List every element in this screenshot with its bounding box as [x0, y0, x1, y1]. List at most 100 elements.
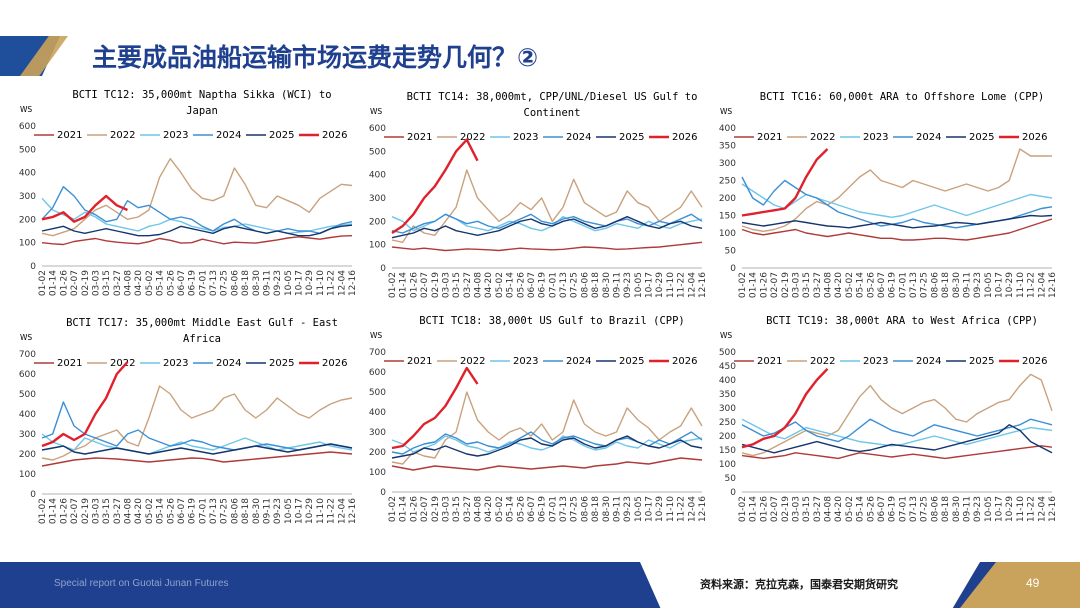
x-tick-label: 08-18: [941, 496, 951, 522]
series-line-2026: [41, 194, 128, 223]
series-line-2026: [741, 367, 829, 449]
y-tick-label: 200: [719, 432, 736, 442]
series-line-2021: [41, 235, 353, 246]
x-tick-label: 09-23: [273, 270, 283, 296]
x-tick-label: 04-08: [124, 270, 134, 296]
y-axis-label: WS: [720, 331, 732, 340]
series-line-2025: [741, 424, 1053, 454]
x-tick-label: 07-13: [909, 496, 919, 522]
legend-label: 2026: [672, 132, 697, 143]
y-tick-label: 600: [369, 124, 386, 134]
x-tick-label: 02-19: [781, 496, 791, 522]
x-tick-label: 08-18: [941, 272, 951, 298]
x-tick-label: 12-16: [1048, 496, 1058, 522]
x-tick-label: 12-04: [337, 498, 347, 524]
x-tick-label: 08-30: [252, 270, 262, 296]
series-line-2022: [741, 373, 1053, 457]
chart-title: Continent: [524, 107, 581, 119]
x-tick-label: 08-30: [952, 272, 962, 298]
x-tick-label: 04-08: [474, 272, 484, 298]
legend-label: 2024: [916, 356, 941, 367]
legend-label: 2021: [57, 358, 82, 369]
x-tick-label: 07-13: [559, 272, 569, 298]
page-title: 主要成品油船运输市场运费走势几何？②: [92, 43, 539, 72]
chart-tc14: BCTI TC14: 38,000mt, CPP/UNL/Diesel US G…: [362, 88, 717, 306]
y-tick-label: 500: [369, 388, 386, 398]
y-tick-label: 500: [19, 145, 36, 155]
x-tick-label: 03-03: [791, 496, 801, 522]
x-tick-label: 09-11: [612, 272, 622, 298]
y-tick-label: 100: [19, 470, 36, 480]
x-tick-label: 10-29: [655, 272, 665, 298]
y-tick-label: 0: [730, 488, 736, 498]
series-line-2024: [391, 213, 703, 234]
x-tick-label: 12-16: [348, 498, 358, 524]
x-tick-label: 03-27: [813, 496, 823, 522]
x-tick-label: 08-30: [252, 498, 262, 524]
x-tick-label: 10-29: [655, 496, 665, 522]
x-tick-label: 03-15: [802, 272, 812, 298]
x-tick-label: 10-17: [995, 496, 1005, 522]
legend-label: 2026: [672, 356, 697, 367]
legend-label: 2021: [407, 132, 432, 143]
y-tick-label: 300: [369, 194, 386, 204]
chart-tc18: BCTI TC18: 38,000t US Gulf to Brazil (CP…: [362, 312, 717, 530]
y-tick-label: 0: [30, 262, 36, 272]
legend-label: 2026: [322, 130, 347, 141]
x-tick-label: 05-26: [866, 272, 876, 298]
y-tick-label: 700: [369, 348, 386, 358]
chart-tc17: BCTI TC17: 35,000mt Middle East Gulf - E…: [12, 314, 367, 532]
legend-label: 2025: [619, 356, 644, 367]
y-tick-label: 300: [19, 192, 36, 202]
x-tick-label: 03-27: [813, 272, 823, 298]
x-tick-label: 10-05: [984, 496, 994, 522]
x-tick-label: 05-14: [156, 270, 166, 296]
x-tick-label: 04-08: [124, 498, 134, 524]
y-tick-label: 400: [719, 124, 736, 134]
x-tick-label: 11-10: [1016, 496, 1026, 522]
x-tick-label: 03-15: [102, 270, 112, 296]
x-tick-label: 06-19: [888, 272, 898, 298]
legend-label: 2023: [163, 358, 188, 369]
x-tick-label: 11-10: [666, 496, 676, 522]
x-tick-label: 10-29: [1005, 272, 1015, 298]
x-tick-label: 05-26: [516, 496, 526, 522]
x-tick-label: 08-06: [230, 270, 240, 296]
x-tick-label: 01-02: [38, 498, 48, 524]
x-tick-label: 01-26: [759, 272, 769, 298]
x-tick-label: 05-26: [516, 272, 526, 298]
y-tick-label: 100: [19, 239, 36, 249]
x-tick-label: 01-14: [49, 270, 59, 296]
series-line-2026: [741, 148, 829, 217]
series-line-2021: [41, 451, 353, 467]
x-tick-label: 06-07: [527, 496, 537, 522]
x-tick-label: 06-07: [877, 496, 887, 522]
x-tick-label: 04-20: [134, 270, 144, 296]
legend-label: 2022: [810, 132, 835, 143]
y-axis-label: WS: [720, 107, 732, 116]
x-tick-label: 08-06: [930, 272, 940, 298]
x-tick-label: 08-30: [602, 272, 612, 298]
series-line-2022: [741, 148, 1052, 233]
y-tick-label: 400: [19, 169, 36, 179]
footer-text: Special report on Guotai Junan Futures: [54, 578, 229, 589]
chart-title: BCTI TC14: 38,000mt, CPP/UNL/Diesel US G…: [407, 91, 698, 103]
x-tick-label: 10-29: [1005, 496, 1015, 522]
y-axis-label: WS: [20, 333, 32, 342]
y-tick-label: 400: [719, 376, 736, 386]
legend-label: 2026: [1022, 132, 1047, 143]
x-tick-label: 07-01: [198, 498, 208, 524]
x-tick-label: 12-04: [687, 272, 697, 298]
x-tick-label: 03-03: [91, 498, 101, 524]
legend-label: 2025: [269, 130, 294, 141]
x-tick-label: 05-26: [166, 270, 176, 296]
y-tick-label: 150: [719, 446, 736, 456]
x-tick-label: 02-19: [781, 272, 791, 298]
x-tick-label: 05-14: [856, 272, 866, 298]
y-tick-label: 600: [19, 122, 36, 132]
x-tick-label: 05-02: [845, 272, 855, 298]
legend-label: 2024: [566, 356, 591, 367]
x-tick-label: 11-22: [677, 496, 687, 522]
x-tick-label: 06-19: [188, 270, 198, 296]
x-tick-label: 08-06: [580, 496, 590, 522]
